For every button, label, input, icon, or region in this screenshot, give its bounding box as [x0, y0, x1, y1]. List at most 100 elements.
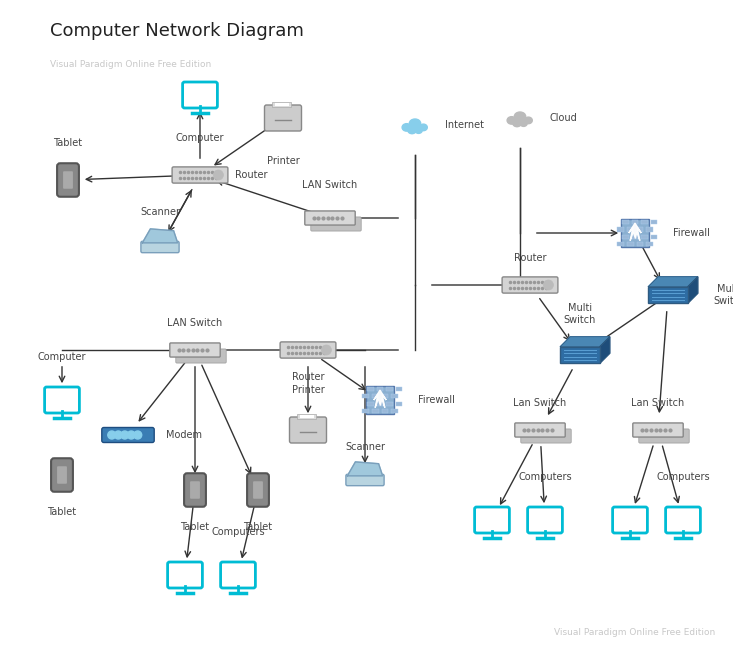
Bar — [372, 394, 378, 398]
Bar — [617, 227, 624, 231]
Polygon shape — [600, 337, 610, 364]
FancyBboxPatch shape — [168, 562, 202, 588]
FancyBboxPatch shape — [638, 429, 689, 443]
Bar — [391, 409, 397, 413]
Text: Tablet: Tablet — [180, 522, 210, 532]
Bar — [377, 402, 383, 405]
FancyBboxPatch shape — [521, 429, 571, 443]
FancyBboxPatch shape — [221, 562, 255, 588]
Bar — [504, 121, 537, 130]
Bar — [632, 220, 638, 225]
Polygon shape — [629, 223, 641, 240]
FancyBboxPatch shape — [57, 163, 79, 196]
FancyBboxPatch shape — [305, 211, 356, 225]
FancyBboxPatch shape — [184, 474, 206, 507]
Text: Cloud: Cloud — [550, 113, 578, 123]
Polygon shape — [560, 337, 610, 346]
Bar — [381, 409, 388, 413]
Text: Visual Paradigm Online Free Edition: Visual Paradigm Online Free Edition — [553, 628, 715, 637]
Text: Router: Router — [235, 170, 268, 180]
Circle shape — [114, 431, 122, 439]
Bar — [627, 227, 633, 231]
Bar — [272, 102, 291, 107]
Bar — [366, 386, 394, 415]
Bar — [399, 128, 432, 137]
FancyBboxPatch shape — [474, 507, 509, 533]
FancyBboxPatch shape — [346, 474, 384, 485]
Bar — [362, 394, 369, 398]
Bar — [627, 242, 633, 246]
Bar — [651, 234, 658, 238]
FancyBboxPatch shape — [170, 343, 220, 357]
Bar — [391, 394, 397, 398]
Bar — [367, 387, 374, 391]
Text: Lan Switch: Lan Switch — [513, 398, 567, 408]
FancyBboxPatch shape — [63, 171, 73, 189]
Bar — [622, 220, 629, 225]
FancyBboxPatch shape — [633, 423, 683, 437]
Text: Visual Paradigm Online Free Edition: Visual Paradigm Online Free Edition — [50, 60, 211, 69]
Ellipse shape — [408, 127, 416, 134]
Bar — [297, 414, 316, 419]
Text: LAN Switch: LAN Switch — [303, 180, 358, 190]
Polygon shape — [688, 277, 698, 303]
Circle shape — [321, 345, 331, 355]
Text: Scanner: Scanner — [345, 442, 385, 452]
FancyBboxPatch shape — [311, 217, 361, 231]
Bar — [621, 219, 649, 248]
Polygon shape — [142, 229, 177, 243]
Text: Multi
Switch: Multi Switch — [713, 284, 733, 306]
Bar — [646, 242, 652, 246]
Bar — [646, 227, 652, 231]
Bar — [651, 220, 658, 225]
Bar — [648, 287, 688, 303]
Bar — [381, 394, 388, 398]
FancyBboxPatch shape — [265, 105, 301, 131]
FancyBboxPatch shape — [183, 82, 218, 108]
FancyBboxPatch shape — [247, 474, 269, 507]
FancyBboxPatch shape — [515, 423, 565, 437]
Ellipse shape — [415, 128, 422, 134]
Polygon shape — [648, 277, 698, 287]
Polygon shape — [347, 462, 383, 476]
Bar — [377, 387, 383, 391]
Ellipse shape — [507, 117, 516, 124]
Text: Modem: Modem — [166, 430, 202, 440]
Text: Computers: Computers — [656, 472, 710, 482]
Ellipse shape — [513, 120, 521, 126]
Text: Tablet: Tablet — [243, 522, 273, 532]
Text: Multi
Switch: Multi Switch — [564, 303, 596, 325]
Bar — [636, 227, 643, 231]
Text: Internet: Internet — [445, 120, 484, 130]
FancyBboxPatch shape — [45, 387, 79, 413]
Bar — [300, 415, 314, 419]
FancyBboxPatch shape — [613, 507, 647, 533]
Bar — [386, 387, 393, 391]
Bar — [362, 409, 369, 413]
Ellipse shape — [515, 112, 526, 121]
Text: Computer Network Diagram: Computer Network Diagram — [50, 22, 304, 40]
Ellipse shape — [520, 121, 527, 126]
Ellipse shape — [409, 119, 421, 128]
FancyBboxPatch shape — [57, 466, 67, 484]
Circle shape — [128, 431, 136, 439]
Text: Router: Router — [514, 253, 546, 263]
Circle shape — [213, 170, 224, 180]
FancyBboxPatch shape — [176, 349, 226, 363]
Bar — [632, 234, 638, 238]
Bar — [617, 242, 624, 246]
Bar — [641, 234, 648, 238]
Bar — [641, 220, 648, 225]
Bar — [367, 402, 374, 405]
Circle shape — [543, 280, 553, 290]
Text: Printer: Printer — [267, 156, 299, 166]
FancyBboxPatch shape — [102, 428, 154, 443]
Bar — [396, 387, 402, 391]
FancyBboxPatch shape — [51, 458, 73, 492]
FancyBboxPatch shape — [528, 507, 562, 533]
Ellipse shape — [419, 124, 427, 131]
Text: LAN Switch: LAN Switch — [167, 318, 223, 328]
Text: Scanner: Scanner — [140, 207, 180, 217]
Text: Lan Switch: Lan Switch — [631, 398, 685, 408]
Polygon shape — [374, 390, 386, 407]
